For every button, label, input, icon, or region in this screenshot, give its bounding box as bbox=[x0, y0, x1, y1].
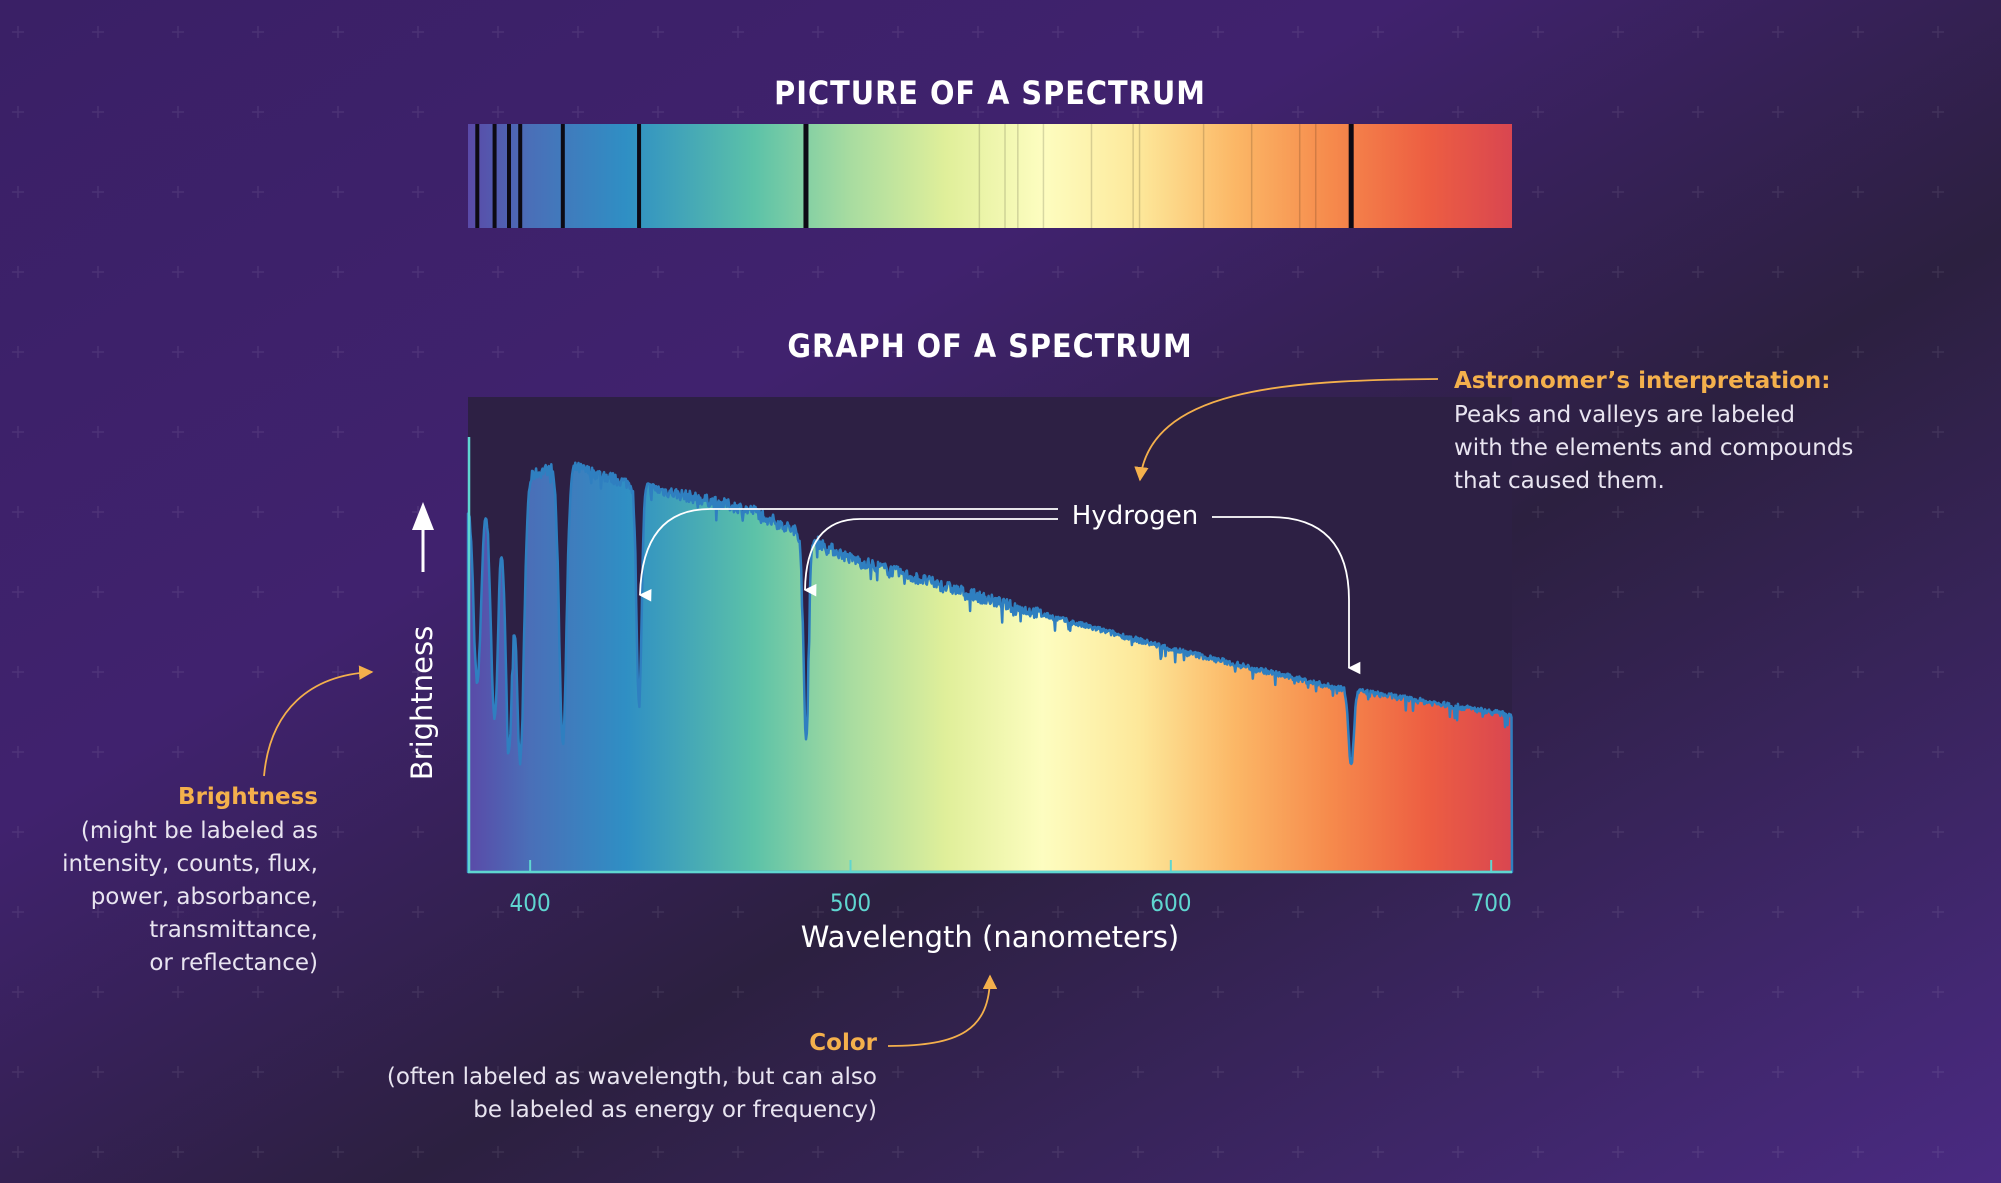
x-axis-ticks: 400 500 600 700 bbox=[510, 860, 1512, 917]
note-line: with the elements and compounds bbox=[1454, 435, 1853, 461]
faint-absorption-line bbox=[978, 124, 981, 228]
note-line: that caused them. bbox=[1454, 468, 1665, 494]
absorption-line bbox=[560, 124, 565, 228]
note-line: (often labeled as wavelength, but can al… bbox=[387, 1064, 877, 1090]
note-line: Peaks and valleys are labeled bbox=[1454, 402, 1795, 428]
absorption-line bbox=[1348, 124, 1354, 228]
color-description: (often labeled as wavelength, but can al… bbox=[387, 1064, 877, 1123]
spectrum-picture-bar bbox=[468, 124, 1512, 228]
note-line: transmittance, bbox=[149, 917, 318, 943]
note-line: be labeled as energy or frequency) bbox=[473, 1097, 877, 1123]
hydrogen-connector-656 bbox=[1212, 516, 1361, 675]
spectrum-bar-gradient bbox=[468, 124, 1512, 228]
absorption-line bbox=[492, 124, 497, 228]
faint-absorption-line bbox=[1090, 124, 1093, 228]
y-axis-label: Brightness bbox=[405, 626, 439, 780]
faint-absorption-line bbox=[1004, 124, 1006, 228]
faint-absorption-line bbox=[1314, 124, 1317, 228]
hydrogen-connector-434 bbox=[638, 508, 1058, 602]
faint-absorption-line bbox=[1132, 124, 1134, 228]
hydrogen-label: Hydrogen bbox=[1072, 501, 1198, 531]
faint-absorption-line bbox=[1017, 124, 1019, 228]
hydrogen-annotation bbox=[638, 508, 1361, 675]
astronomer-description: Peaks and valleys are labeled with the el… bbox=[1454, 402, 1853, 494]
absorption-line bbox=[507, 124, 512, 228]
graph-title: GRAPH OF A SPECTRUM bbox=[787, 327, 1192, 365]
faint-absorption-line bbox=[1250, 124, 1253, 228]
color-note-title: Color bbox=[809, 1030, 877, 1056]
brightness-note-title: Brightness bbox=[178, 784, 318, 810]
picture-title: PICTURE OF A SPECTRUM bbox=[774, 74, 1206, 112]
x-axis-label: Wavelength (nanometers) bbox=[801, 920, 1180, 954]
absorption-line bbox=[637, 124, 642, 228]
x-tick-label: 700 bbox=[1471, 889, 1512, 917]
astronomer-arrow-icon bbox=[1134, 378, 1439, 482]
absorption-lines-bar bbox=[475, 124, 1354, 228]
x-tick-label: 600 bbox=[1150, 889, 1191, 917]
x-tick-label: 400 bbox=[510, 889, 551, 917]
absorption-line bbox=[518, 124, 523, 228]
faint-absorption-line bbox=[1042, 124, 1045, 228]
hydrogen-connector-486 bbox=[803, 518, 1058, 597]
note-line: (might be labeled as bbox=[81, 818, 318, 844]
note-line: power, absorbance, bbox=[91, 884, 318, 910]
absorption-line bbox=[803, 124, 809, 228]
color-note-arrow-icon bbox=[887, 974, 998, 1047]
faint-absorption-line bbox=[1138, 124, 1141, 228]
brightness-description: (might be labeled as intensity, counts, f… bbox=[62, 818, 318, 976]
faint-absorption-line bbox=[1202, 124, 1205, 228]
faint-absorption-line bbox=[1298, 124, 1301, 228]
note-line: or reflectance) bbox=[149, 950, 318, 976]
x-tick-label: 500 bbox=[830, 889, 871, 917]
spectrum-curve bbox=[466, 461, 1514, 874]
astronomer-title: Astronomer’s interpretation: bbox=[1454, 368, 1830, 394]
brightness-arrowhead-icon bbox=[412, 502, 434, 530]
absorption-line bbox=[475, 124, 480, 228]
brightness-note-arrow-icon bbox=[263, 665, 374, 777]
note-line: intensity, counts, flux, bbox=[62, 851, 318, 877]
